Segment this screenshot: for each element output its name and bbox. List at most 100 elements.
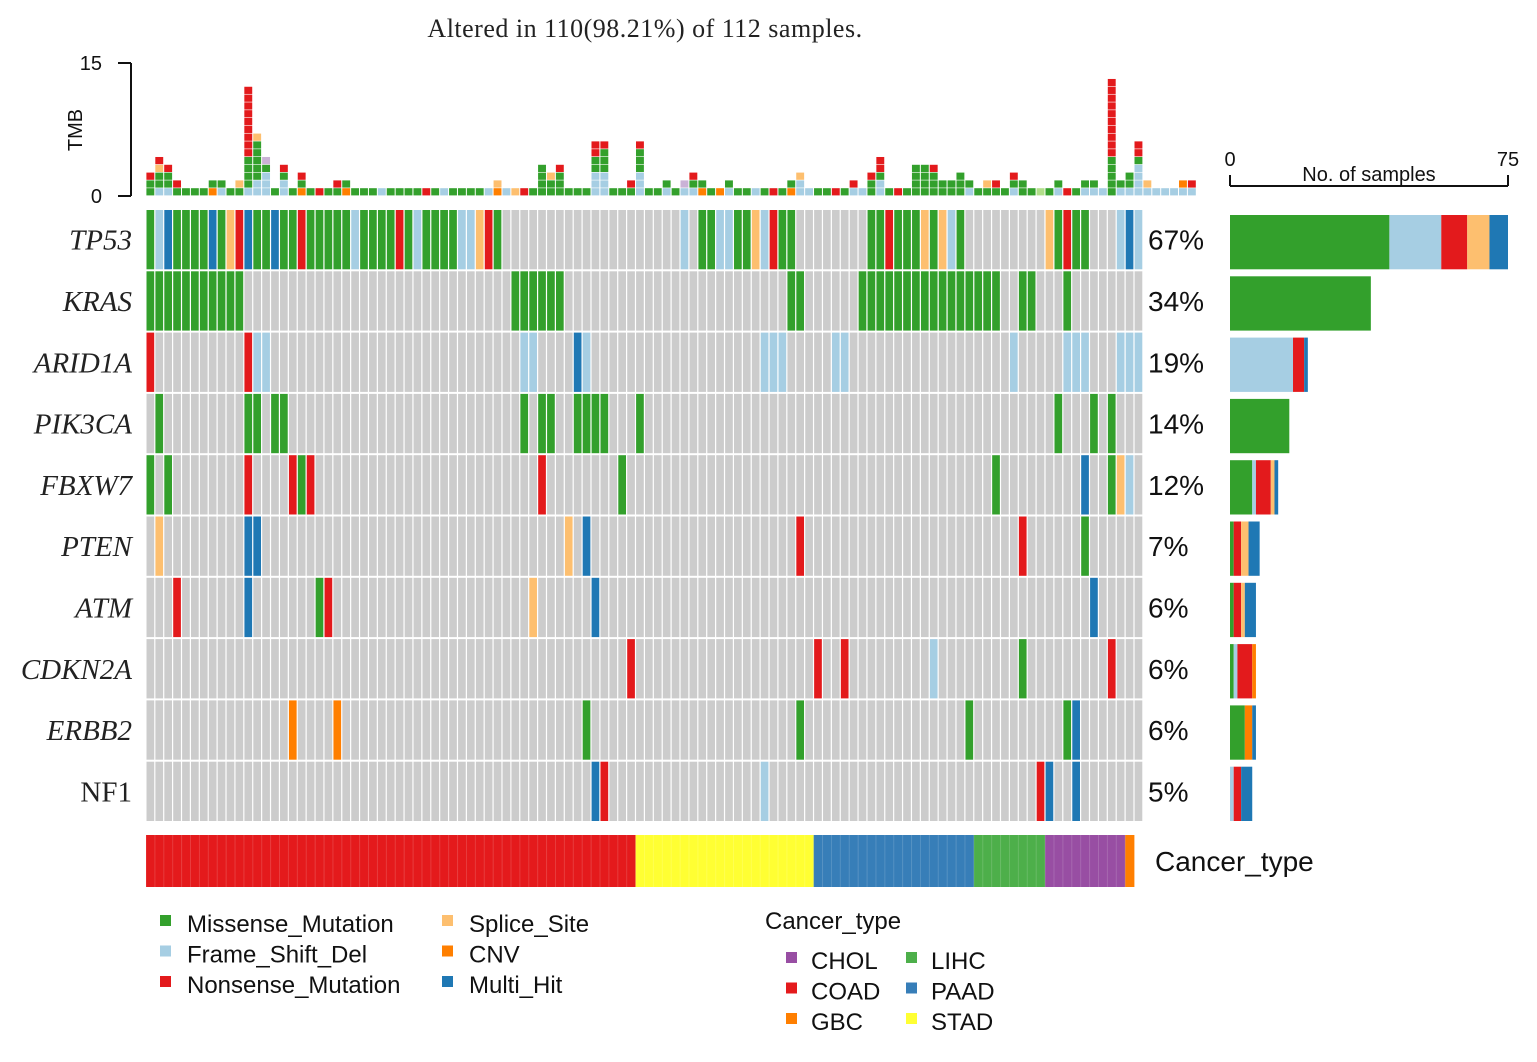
- empty-cell: [707, 761, 716, 821]
- empty-cell: [849, 577, 858, 638]
- empty-cell: [903, 577, 911, 638]
- empty-cell: [208, 577, 217, 638]
- empty-cell: [458, 332, 466, 392]
- cancer-type-cell: [386, 835, 396, 887]
- tmb-bar-segment: [956, 188, 965, 196]
- empty-cell: [413, 332, 422, 392]
- mutation-cell: [582, 516, 591, 576]
- empty-cell: [208, 700, 217, 760]
- cancer-type-cell: [1062, 835, 1073, 887]
- mutation-cell: [929, 639, 938, 699]
- tmb-bar-segment: [484, 188, 493, 196]
- empty-cell: [466, 393, 475, 454]
- empty-cell: [377, 332, 386, 392]
- mutation-cell: [235, 271, 244, 331]
- empty-cell: [938, 639, 947, 699]
- mutation-cell: [1027, 271, 1036, 331]
- cancer-type-cell: [261, 835, 271, 887]
- tmb-bar-segment: [164, 180, 173, 188]
- cancer-type-cell: [528, 835, 538, 887]
- mutation-cell: [1054, 393, 1063, 454]
- side-bar-segment: [1233, 582, 1242, 638]
- empty-cell: [1018, 700, 1027, 760]
- empty-cell: [760, 700, 769, 760]
- empty-cell: [885, 761, 894, 821]
- cancer-type-cell: [920, 835, 930, 887]
- tmb-bar-segment: [920, 188, 929, 196]
- empty-cell: [1018, 332, 1027, 392]
- tmb-bar-segment: [529, 188, 538, 196]
- empty-cell: [716, 516, 724, 576]
- empty-cell: [894, 393, 902, 454]
- empty-cell: [1036, 455, 1045, 515]
- tmb-bar-segment: [769, 188, 778, 196]
- empty-cell: [983, 210, 991, 270]
- mutation-cell: [1090, 577, 1098, 638]
- empty-cell: [787, 332, 796, 392]
- tmb-bar-segment: [377, 188, 386, 196]
- empty-cell: [351, 455, 359, 515]
- cancer-type-cell: [1071, 835, 1081, 887]
- empty-cell: [386, 516, 395, 576]
- tmb-bar-segment: [600, 172, 609, 180]
- empty-cell: [689, 761, 698, 821]
- legend-label: Splice_Site: [469, 911, 589, 938]
- empty-cell: [760, 393, 769, 454]
- tmb-bar-segment: [787, 180, 796, 188]
- empty-cell: [796, 332, 805, 392]
- empty-cell: [974, 393, 983, 454]
- cancer-type-cell: [769, 835, 779, 887]
- tmb-bar-segment: [1018, 180, 1027, 188]
- empty-cell: [903, 516, 911, 576]
- empty-cell: [386, 639, 395, 699]
- empty-cell: [449, 700, 457, 760]
- empty-cell: [262, 455, 270, 515]
- tmb-bar-segment: [760, 188, 769, 196]
- empty-cell: [680, 577, 689, 638]
- tmb-bar-segment: [1107, 86, 1116, 94]
- empty-cell: [564, 700, 573, 760]
- empty-cell: [431, 761, 440, 821]
- tmb-bar-segment: [920, 164, 929, 172]
- empty-cell: [226, 761, 235, 821]
- empty-cell: [751, 332, 760, 392]
- empty-cell: [734, 516, 742, 576]
- empty-cell: [600, 271, 609, 331]
- empty-cell: [760, 577, 769, 638]
- empty-cell: [662, 271, 671, 331]
- empty-cell: [502, 210, 511, 270]
- empty-cell: [867, 393, 876, 454]
- empty-cell: [742, 577, 751, 638]
- tmb-bar-segment: [725, 188, 733, 196]
- tmb-bar-segment: [662, 188, 671, 196]
- tmb-bar-segment: [555, 180, 564, 188]
- tmb-bar-segment: [493, 188, 502, 196]
- empty-cell: [440, 393, 448, 454]
- cancer-type-cell: [778, 835, 788, 887]
- empty-cell: [1098, 639, 1107, 699]
- empty-cell: [849, 332, 858, 392]
- empty-cell: [280, 761, 288, 821]
- empty-cell: [1001, 639, 1009, 699]
- gene-percent-label: 14%: [1148, 409, 1204, 440]
- empty-cell: [698, 639, 707, 699]
- cancer-type-cell: [680, 835, 690, 887]
- side-bar-segment: [1252, 460, 1256, 515]
- empty-cell: [778, 700, 787, 760]
- empty-cell: [555, 455, 564, 515]
- mutation-cell: [511, 271, 520, 331]
- empty-cell: [235, 761, 244, 821]
- empty-cell: [564, 332, 573, 392]
- empty-cell: [342, 639, 351, 699]
- mutation-cell: [1116, 210, 1125, 270]
- empty-cell: [1090, 516, 1098, 576]
- mutation-cell: [449, 210, 457, 270]
- empty-cell: [751, 516, 760, 576]
- empty-cell: [431, 393, 440, 454]
- legend-label: Missense_Mutation: [187, 911, 394, 938]
- mutation-cell: [315, 210, 324, 270]
- empty-cell: [262, 639, 270, 699]
- tmb-bar-segment: [911, 188, 920, 196]
- empty-cell: [680, 332, 689, 392]
- side-bar-segment: [1489, 215, 1508, 270]
